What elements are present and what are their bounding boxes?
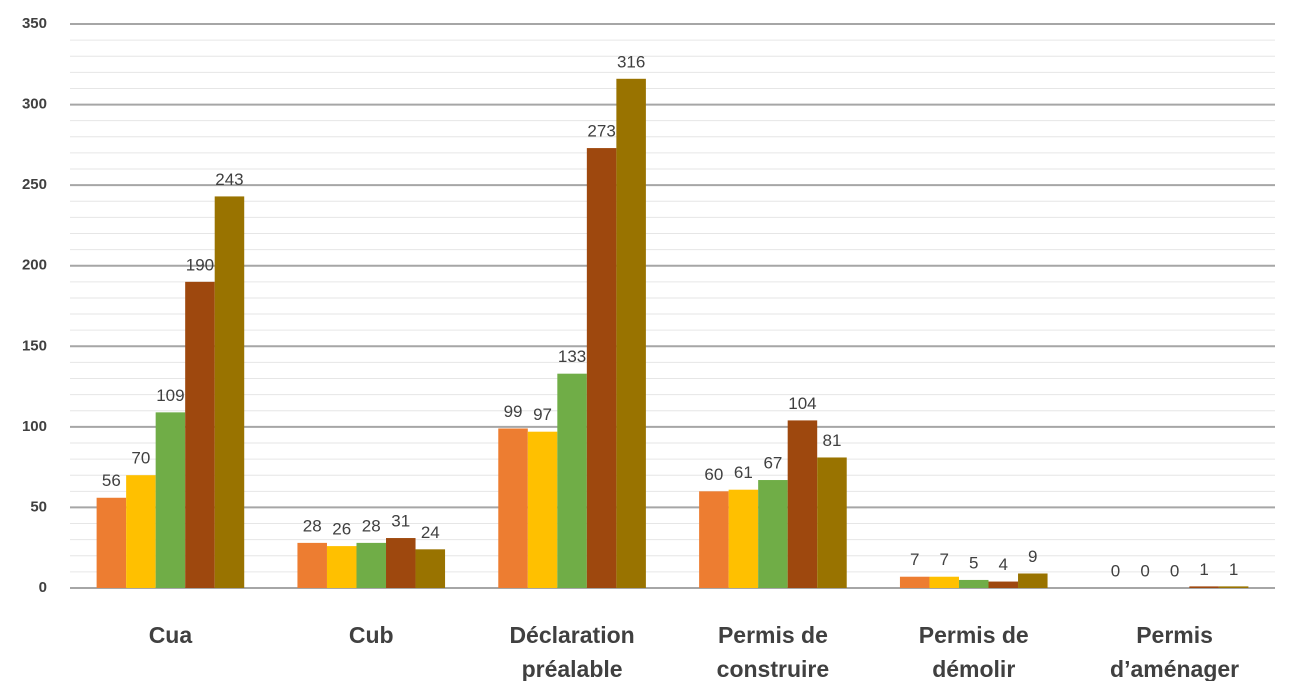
data-label: 0 bbox=[1170, 561, 1179, 580]
data-label: 31 bbox=[391, 512, 410, 531]
bar bbox=[297, 542, 327, 588]
bar bbox=[699, 491, 729, 588]
bar bbox=[616, 78, 646, 588]
y-tick-label: 0 bbox=[39, 579, 47, 596]
bar bbox=[728, 489, 759, 588]
y-tick-label: 200 bbox=[22, 257, 47, 274]
data-label: 97 bbox=[533, 405, 552, 424]
data-label: 190 bbox=[186, 255, 214, 274]
data-label: 4 bbox=[999, 555, 1008, 574]
data-label: 0 bbox=[1111, 561, 1120, 580]
x-tick-label: Cua bbox=[149, 622, 193, 648]
data-label: 61 bbox=[734, 463, 753, 482]
x-tick-label: Cub bbox=[349, 622, 394, 648]
data-label: 0 bbox=[1140, 561, 1149, 580]
x-tick-label: Permis d’aménager bbox=[1110, 622, 1239, 681]
bar bbox=[527, 431, 558, 588]
bar bbox=[155, 412, 186, 588]
data-label: 104 bbox=[788, 394, 816, 413]
data-label: 1 bbox=[1229, 560, 1238, 579]
data-label: 7 bbox=[939, 550, 948, 569]
data-label: 5 bbox=[969, 553, 978, 572]
data-label: 26 bbox=[332, 520, 351, 539]
bar bbox=[1018, 573, 1048, 588]
y-tick-label: 350 bbox=[22, 15, 47, 32]
bar bbox=[386, 538, 416, 588]
data-label: 67 bbox=[763, 454, 782, 473]
y-tick-label: 300 bbox=[22, 96, 47, 113]
bar bbox=[1189, 586, 1219, 588]
data-label: 28 bbox=[362, 516, 381, 535]
bar bbox=[758, 480, 788, 588]
bar bbox=[214, 196, 245, 588]
bar bbox=[356, 542, 387, 588]
bar bbox=[415, 549, 446, 588]
bar bbox=[958, 579, 989, 588]
x-tick-label: Déclaration préalable bbox=[509, 622, 634, 681]
y-tick-label: 100 bbox=[22, 418, 47, 435]
bar bbox=[988, 581, 1019, 588]
data-label: 1 bbox=[1199, 560, 1208, 579]
y-tick-label: 50 bbox=[30, 498, 47, 515]
data-label: 316 bbox=[617, 52, 645, 71]
data-label: 70 bbox=[131, 449, 150, 468]
bar bbox=[1218, 586, 1249, 588]
bar bbox=[326, 546, 357, 588]
bar bbox=[817, 457, 847, 588]
data-label: 109 bbox=[156, 386, 184, 405]
bar bbox=[929, 576, 959, 588]
bar bbox=[586, 148, 617, 588]
x-tick-label: Permis de construire bbox=[717, 622, 829, 681]
data-label: 9 bbox=[1028, 547, 1037, 566]
bar bbox=[96, 497, 127, 588]
data-label: 28 bbox=[303, 516, 322, 535]
data-label: 7 bbox=[910, 550, 919, 569]
data-label: 56 bbox=[102, 471, 121, 490]
bar bbox=[787, 420, 818, 588]
y-tick-label: 150 bbox=[22, 337, 47, 354]
bar bbox=[185, 281, 215, 588]
data-label: 133 bbox=[558, 347, 586, 366]
x-tick-label: Permis de démolir bbox=[919, 622, 1029, 681]
y-tick-label: 250 bbox=[22, 176, 47, 193]
data-label: 273 bbox=[587, 122, 615, 141]
bar bbox=[126, 475, 156, 588]
data-label: 60 bbox=[704, 465, 723, 484]
bar bbox=[498, 428, 528, 588]
bar bbox=[557, 373, 587, 588]
data-label: 24 bbox=[421, 523, 440, 542]
data-label: 243 bbox=[215, 170, 243, 189]
data-label: 99 bbox=[504, 402, 523, 421]
data-label: 81 bbox=[823, 431, 842, 450]
bar bbox=[899, 576, 930, 588]
